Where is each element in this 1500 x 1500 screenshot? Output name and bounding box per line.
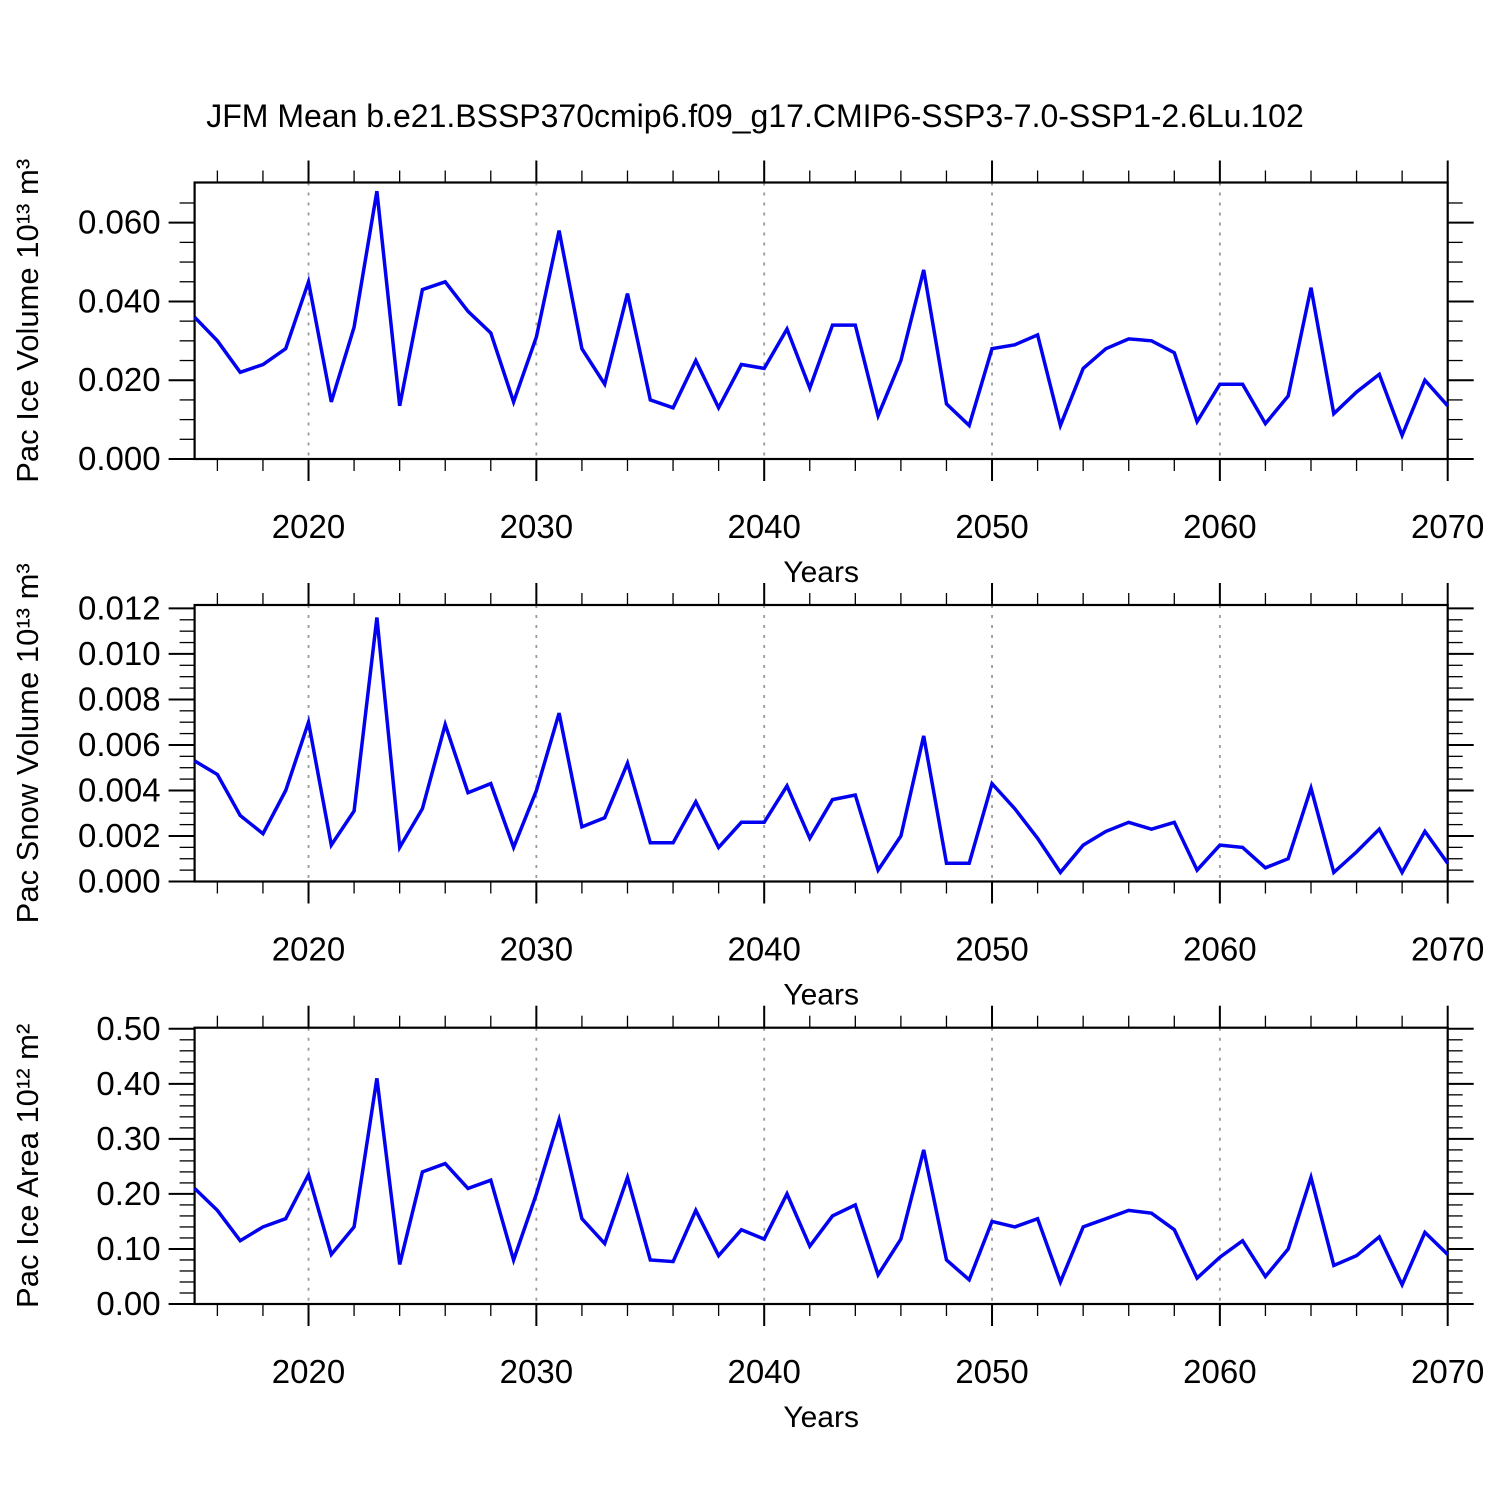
y-tick-label: 0.20 [96, 1175, 160, 1212]
axis-frame [193, 181, 1449, 461]
data-line-pac-ice-area [193, 1078, 1449, 1289]
x-tick-label: 2040 [727, 931, 800, 968]
x-tick-label: 2060 [1183, 1353, 1256, 1390]
x-tick-label: 2070 [1411, 1353, 1484, 1390]
panel-pac-ice-area: 2020 2030 2040 2050 2060 2070 0.00 0.10 0.20 0.30… [10, 1005, 1484, 1434]
x-tick-label: 2050 [955, 1353, 1028, 1390]
axis-frame [193, 603, 1449, 883]
y-tick-label: 0.004 [78, 771, 161, 808]
x-tick-label: 2020 [272, 508, 345, 545]
x-tick-label: 2020 [272, 1353, 345, 1390]
y-tick-label: 0.020 [78, 361, 161, 398]
x-tick-label: 2060 [1183, 931, 1256, 968]
x-axis-title: Years [783, 556, 859, 589]
y-tick-label: 0.000 [78, 440, 161, 477]
figure-title: JFM Mean b.e21.BSSP370cmip6.f09_g17.CMIP… [206, 98, 1304, 134]
x-tick-label: 2060 [1183, 508, 1256, 545]
x-tick-label: 2020 [272, 931, 345, 968]
x-tick-label: 2030 [500, 508, 573, 545]
y-axis-title: Pac Snow Volume 10¹³ m³ [10, 563, 45, 923]
x-tick-label: 2030 [500, 1353, 573, 1390]
y-tick-label: 0.012 [78, 589, 161, 626]
y-tick-label: 0.010 [78, 635, 161, 672]
y-tick-label: 0.40 [96, 1065, 160, 1102]
panel-pac-snow-volume: 2020 2030 2040 2050 2060 2070 0.000 0.002 0.004 0… [10, 563, 1484, 1011]
y-tick-label: 0.040 [78, 282, 161, 319]
y-tick-label: 0.002 [78, 817, 161, 854]
y-tick-label: 0.50 [96, 1010, 160, 1047]
y-tick-label: 0.006 [78, 726, 161, 763]
x-tick-label: 2050 [955, 931, 1028, 968]
x-tick-label: 2050 [955, 508, 1028, 545]
y-tick-label: 0.00 [96, 1285, 160, 1322]
y-tick-label: 0.30 [96, 1120, 160, 1157]
y-tick-label: 0.000 [78, 863, 161, 900]
x-axis-title: Years [783, 1401, 859, 1434]
x-tick-label: 2030 [500, 931, 573, 968]
y-tick-label: 0.10 [96, 1230, 160, 1267]
panel-pac-ice-volume: 2020 2030 2040 2050 2060 2070 0.000 0.020 0.040 0… [10, 159, 1484, 589]
data-line-pac-ice-volume [193, 190, 1450, 441]
axis-frame [193, 1026, 1449, 1306]
x-tick-label: 2070 [1411, 508, 1484, 545]
x-tick-label: 2070 [1411, 931, 1484, 968]
y-axis-title: Pac Ice Volume 10¹³ m³ [10, 159, 45, 483]
y-axis-title: Pac Ice Area 10¹² m² [10, 1024, 45, 1308]
data-line-pac-snow-volume [193, 617, 1450, 877]
x-axis-title: Years [783, 979, 859, 1012]
y-tick-label: 0.008 [78, 680, 161, 717]
x-tick-label: 2040 [727, 1353, 800, 1390]
x-tick-label: 2040 [727, 508, 800, 545]
panels-group: 2020 2030 2040 2050 2060 2070 0.000 0.020 0.040 0… [10, 159, 1484, 1434]
y-tick-label: 0.060 [78, 204, 161, 241]
